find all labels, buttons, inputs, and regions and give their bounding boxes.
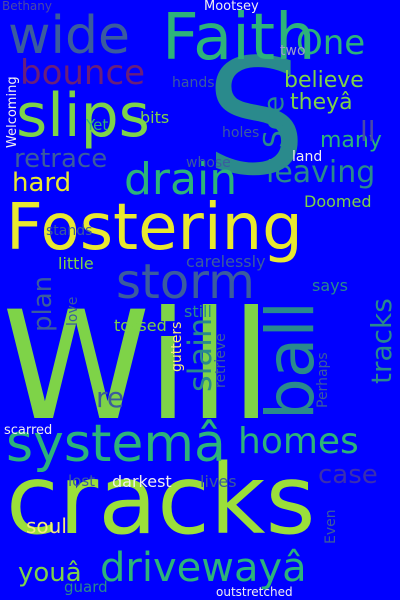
word-outstretched: outstretched [216,585,293,599]
word-driveway: drivewayâ [100,545,307,591]
word-hands: hands [172,75,215,91]
word-little: little [58,254,94,273]
word-plan: plan [28,275,58,332]
word-fostering: Fostering [6,191,303,265]
word-stands: stands [46,223,93,239]
word-cracks: cracks [6,444,316,556]
word-one: One [296,23,366,63]
word-retrace: retrace [14,144,108,174]
word-drain: drain [124,154,238,205]
word-system: systemâ [6,414,226,474]
word-lost: lost [68,472,96,490]
word-guard: guard [64,578,108,596]
word-leaving: leaving [266,155,376,190]
word-slain: slain [181,317,219,392]
word-holes: holes [222,125,260,141]
word-tracks: tracks [365,298,398,384]
word-welcoming: Welcoming [5,76,20,148]
word-yet: Yet [86,116,109,134]
word-bits: bits [140,108,170,127]
word-storm: storm [116,254,255,310]
word-case: case [318,460,378,490]
word-ll: ll [360,115,376,148]
word-theya: theyâ [290,90,353,115]
word-land: land [292,149,323,165]
word-faith: Faith [162,1,316,75]
word-re: re [96,381,125,414]
word-scarred: scarred [4,423,53,438]
word-love: love [65,296,81,326]
word-darkest: darkest [112,472,172,491]
word-hard: hard [12,168,72,198]
word-gutters: gutters [169,321,185,372]
word-two: two [280,43,306,59]
word-carelessly: carelessly [186,252,266,271]
word-will: Will [2,280,273,454]
word-tossed: tossed [114,316,167,335]
word-retrieve: retrieve [213,333,229,388]
word-believe: believe [284,68,364,93]
word-s: S [205,24,307,211]
word-perhaps: Perhaps [315,352,331,408]
word-says: says [312,276,348,295]
word-bounce: bounce [20,53,146,93]
word-wide: wide [8,6,130,66]
word-mootsey: Mootsey [204,0,259,14]
word-homes: homes [238,421,359,462]
word-bethany: Bethany [2,0,52,13]
word-soul: soul [26,514,67,538]
word-doomed: Doomed [304,192,372,211]
word-you: youâ [18,558,82,588]
word-whose: whose [186,155,231,171]
word-even: Even [323,509,339,544]
word-slips: slips [16,81,150,151]
word-see: See [257,95,290,148]
word-many: many [320,128,382,153]
word-still: still [184,302,212,321]
word-lives: lives [200,472,237,491]
